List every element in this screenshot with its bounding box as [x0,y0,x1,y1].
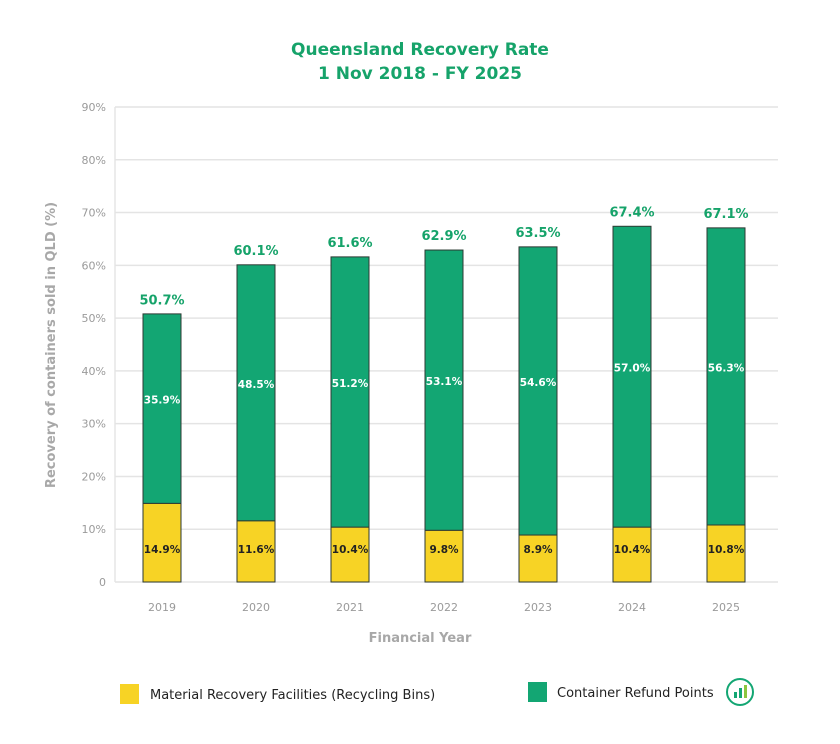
segment-value-label: 14.9% [144,544,181,556]
segment-value-label: 56.3% [708,362,745,374]
bar-segment-mrf [518,534,558,583]
bar-segment-crp [518,246,558,536]
bar-segment-crp [424,249,464,531]
total-value-label: 50.7% [139,293,184,308]
total-value-label: 63.5% [515,226,560,241]
bar-segment-crp [142,313,182,504]
chart-title: Queensland Recovery Rate [291,40,549,60]
bar-segment-mrf [236,520,276,583]
legend-swatch-crp [528,682,547,702]
total-value-label: 60.1% [233,244,278,259]
total-value-label: 67.1% [703,207,748,222]
bar-segment-crp [330,256,370,528]
x-tick-label: 2025 [712,601,740,614]
bar-segment-mrf [142,502,182,583]
total-value-label: 61.6% [327,236,372,251]
x-tick-label: 2024 [618,601,646,614]
segment-value-label: 10.8% [708,544,745,556]
segment-value-label: 51.2% [332,378,369,390]
legend-label-crp: Container Refund Points [557,686,714,701]
segment-value-label: 57.0% [614,363,651,375]
segment-value-label: 11.6% [238,544,275,556]
segment-value-label: 8.9% [523,544,553,556]
y-tick-label: 50% [82,312,106,325]
x-tick-label: 2023 [524,601,552,614]
bar-segment-crp [612,225,652,528]
segment-value-label: 10.4% [614,544,651,556]
x-axis-label: Financial Year [369,631,472,646]
y-tick-label: 70% [82,207,106,220]
y-tick-label: 30% [82,418,106,431]
segment-value-label: 48.5% [238,379,275,391]
y-tick-label: 90% [82,101,106,114]
x-tick-label: 2021 [336,601,364,614]
segment-value-label: 54.6% [520,377,557,389]
x-tick-label: 2022 [430,601,458,614]
x-tick-label: 2020 [242,601,270,614]
y-tick-label: 10% [82,523,106,536]
y-tick-label: 0 [99,576,106,589]
segment-value-label: 10.4% [332,544,369,556]
total-value-label: 67.4% [609,205,654,220]
y-tick-label: 80% [82,154,106,167]
legend-label-mrf: Material Recovery Facilities (Recycling … [150,688,435,703]
segment-value-label: 9.8% [429,544,459,556]
legend-swatch-mrf [120,684,139,704]
segment-value-label: 53.1% [426,376,463,388]
x-tick-label: 2019 [148,601,176,614]
bar-segment-mrf [706,524,746,583]
y-tick-label: 20% [82,470,106,483]
bar-segment-mrf [330,526,370,583]
chart-subtitle: 1 Nov 2018 - FY 2025 [318,64,522,84]
y-tick-label: 40% [82,365,106,378]
bar-segment-mrf [424,529,464,583]
containers-for-change-logo [726,678,754,706]
bar-segment-mrf [612,526,652,583]
segment-value-label: 35.9% [144,395,181,407]
bar-segment-crp [706,227,746,526]
y-axis-label: Recovery of containers sold in QLD (%) [44,202,59,488]
total-value-label: 62.9% [421,229,466,244]
bar-segment-crp [236,264,276,522]
y-tick-label: 60% [82,259,106,272]
